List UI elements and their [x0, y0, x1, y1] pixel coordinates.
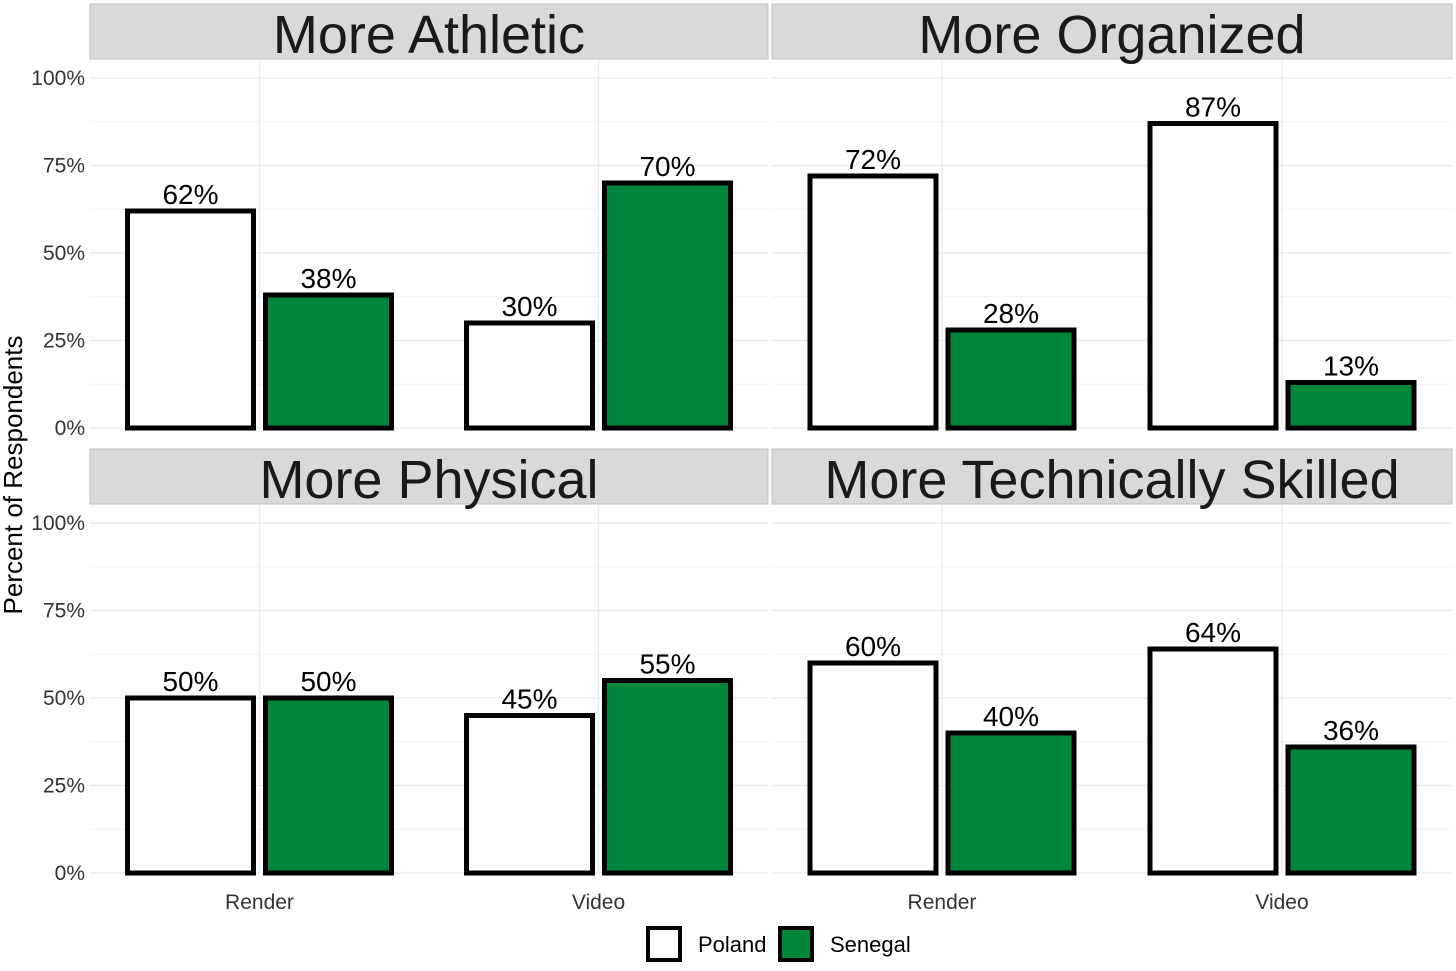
panel-title: More Physical [259, 450, 598, 510]
y-tick-label: 50% [43, 242, 85, 265]
bar-senegal-video [1285, 380, 1417, 431]
bar-senegal-render [945, 730, 1077, 876]
data-label: 60% [845, 631, 901, 662]
bar-poland-render [807, 173, 939, 431]
panel-strip [771, 3, 1453, 60]
legend-label: Poland [698, 932, 767, 957]
chart-panels: More Athletic 0% 25% 50% 75% 100% 62% 38% 30% 70%… [31, 3, 1453, 914]
bar-poland-video [464, 320, 595, 431]
panel-title: More Athletic [273, 5, 585, 65]
x-tick-label: Video [1255, 891, 1308, 914]
data-label: 30% [501, 291, 557, 322]
legend-swatch [778, 926, 814, 962]
x-tick-label: Video [572, 891, 625, 914]
legend-label: Senegal [830, 932, 911, 957]
data-label: 64% [1185, 617, 1241, 648]
data-label: 13% [1323, 351, 1379, 382]
bar-senegal-video [602, 180, 733, 431]
y-tick-label: 25% [43, 775, 85, 798]
data-label: 55% [639, 649, 695, 680]
data-label: 28% [983, 298, 1039, 329]
y-axis-label: Percent of Respondents [0, 336, 28, 615]
data-label: 45% [501, 684, 557, 715]
panel-more-physical: More Physical 0% 25% 50% 75% 100% 50% 50% Render… [31, 448, 769, 914]
data-label: 62% [162, 179, 218, 210]
bar-poland-video [464, 713, 595, 876]
panel-more-technically-skilled: More Technically Skilled 60% 40% Render 64% 3… [771, 448, 1453, 914]
panel-strip [89, 448, 769, 505]
legend: Poland Senegal [646, 926, 911, 962]
bar-poland-video [1147, 121, 1279, 431]
data-label: 50% [162, 666, 218, 697]
bar-poland-video [1147, 646, 1279, 876]
data-label: 50% [300, 666, 356, 697]
panel-title: More Organized [918, 5, 1305, 65]
bar-senegal-video [1285, 744, 1417, 876]
x-tick-label: Render [225, 891, 294, 914]
panel-more-organized: More Organized 72% 28% 87% 13% [771, 3, 1453, 431]
panel-strip [89, 3, 769, 60]
data-label: 72% [845, 144, 901, 175]
data-label: 40% [983, 701, 1039, 732]
x-tick-label: Render [908, 891, 977, 914]
y-tick-label: 75% [43, 600, 85, 623]
legend-item-senegal: Senegal [778, 926, 911, 962]
panel-title: More Technically Skilled [824, 450, 1399, 510]
bar-poland-render [807, 660, 939, 876]
y-tick-label: 100% [31, 512, 85, 535]
bar-poland-render [125, 208, 256, 431]
y-tick-label: 25% [43, 330, 85, 353]
data-label: 87% [1185, 92, 1241, 123]
panel-strip [771, 448, 1453, 505]
bar-senegal-render [263, 695, 394, 876]
legend-item-poland: Poland [646, 926, 767, 962]
y-tick-label: 75% [43, 155, 85, 178]
bar-senegal-render [945, 327, 1077, 431]
y-tick-label: 100% [31, 67, 85, 90]
legend-swatch [646, 926, 682, 962]
data-label: 36% [1323, 715, 1379, 746]
data-label: 38% [300, 263, 356, 294]
bar-senegal-render [263, 292, 394, 431]
y-tick-label: 0% [55, 862, 85, 885]
y-tick-label: 0% [55, 417, 85, 440]
bar-poland-render [125, 695, 256, 876]
bar-senegal-video [602, 678, 733, 876]
data-label: 70% [639, 151, 695, 182]
y-tick-label: 50% [43, 687, 85, 710]
panel-more-athletic: More Athletic 0% 25% 50% 75% 100% 62% 38% 30% 70% [31, 3, 769, 440]
